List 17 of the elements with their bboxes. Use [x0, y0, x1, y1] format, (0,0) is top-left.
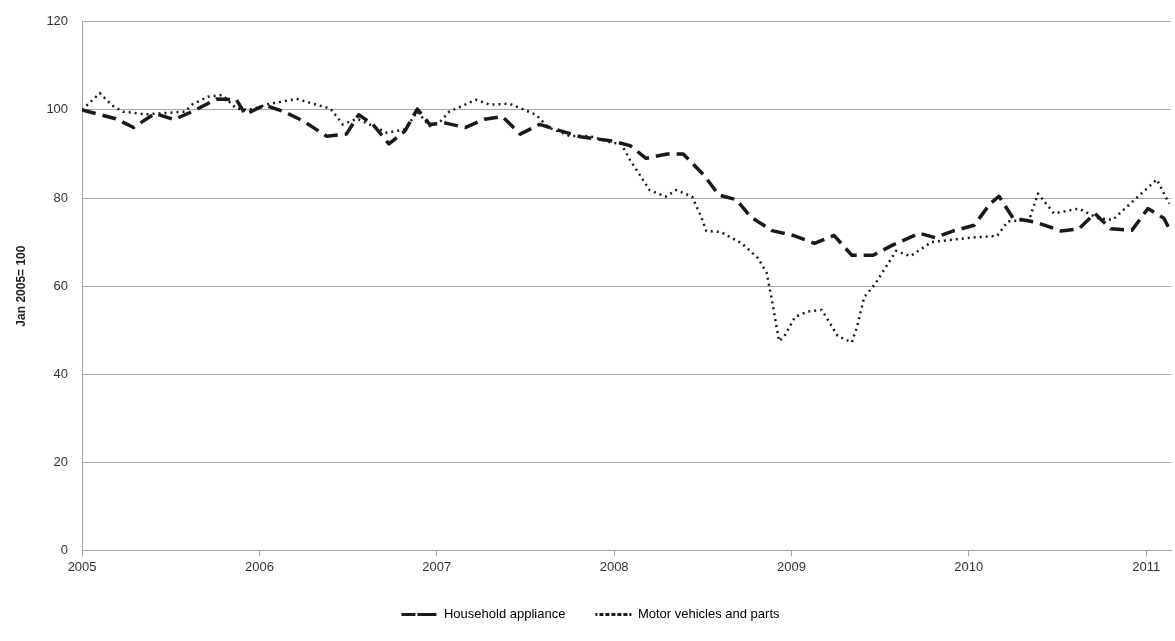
x-tick-label: 2006: [244, 558, 274, 574]
x-tick-label: 2010: [954, 558, 984, 574]
y-tick-label: 80: [53, 189, 69, 205]
x-tick-label: 2005: [67, 558, 97, 574]
x-tick-label: 2008: [599, 558, 629, 574]
y-tick-label: 100: [46, 101, 69, 117]
legend-label: Household appliance: [443, 606, 566, 622]
x-tick-label: 2007: [422, 558, 452, 574]
y-tick-label: 120: [46, 13, 69, 29]
legend-label: Motor vehicles and parts: [637, 606, 781, 622]
y-tick-label: 20: [53, 453, 69, 469]
y-tick-label: 60: [53, 277, 69, 293]
x-tick-label: 2009: [777, 558, 806, 574]
y-tick-label: 0: [60, 541, 69, 557]
y-axis-title: Jan 2005= 100: [13, 245, 28, 327]
y-tick-label: 40: [53, 365, 69, 381]
x-tick-label: 2011: [1132, 558, 1161, 574]
